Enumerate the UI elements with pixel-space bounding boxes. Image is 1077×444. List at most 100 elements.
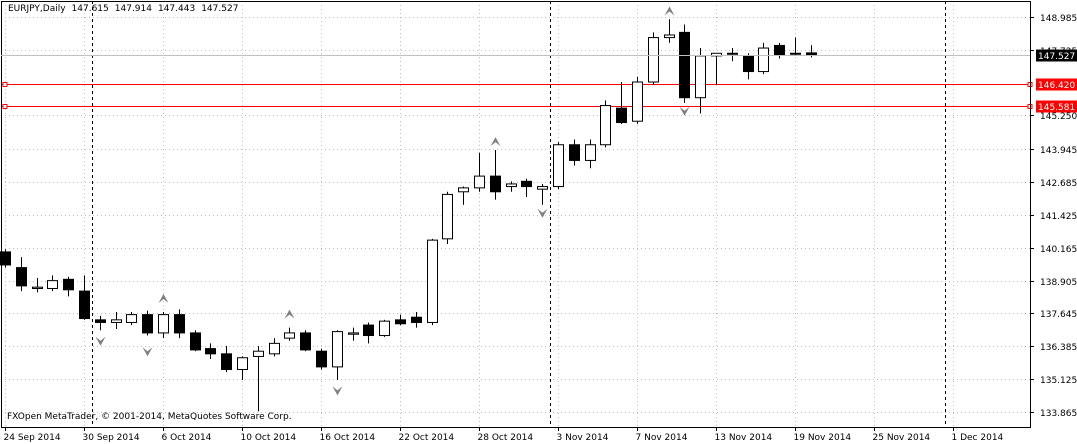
- candle-bear: [774, 44, 785, 56]
- fractal-markers: [95, 6, 690, 396]
- candle-bull: [758, 47, 769, 73]
- candle-bear: [95, 319, 106, 323]
- candle-bear: [569, 144, 580, 161]
- time-axis: 24 Sep 2014 30 Sep 2014 6 Oct 2014 10 Oct 2…: [4, 427, 1004, 443]
- candle-bear: [679, 31, 690, 99]
- candle-bull: [600, 105, 611, 146]
- fractal-up-icon: [158, 293, 169, 303]
- last-price-label: 147.527: [1038, 52, 1075, 62]
- candle-bear: [316, 350, 327, 368]
- candle-bull: [553, 144, 564, 188]
- candle-bull: [332, 331, 343, 368]
- x-tick-label: 24 Sep 2014: [4, 433, 61, 443]
- fractal-down-icon: [537, 208, 548, 218]
- candle-bull: [648, 37, 659, 83]
- y-tick-label: 142.685: [1040, 179, 1077, 189]
- x-tick-label: 1 Dec 2014: [952, 433, 1004, 443]
- copyright-text: FXOpen MetaTrader, © 2001-2014, MetaQuot…: [7, 412, 292, 422]
- period-separators: [92, 1, 946, 427]
- candle-bear: [79, 290, 90, 320]
- candle-bull: [284, 332, 295, 339]
- candle-bull: [32, 286, 43, 289]
- x-tick-label: 3 Nov 2014: [557, 433, 609, 443]
- line-price-label-bg: [1036, 100, 1077, 113]
- y-tick-label: 135.125: [1040, 376, 1077, 386]
- chart-frame: [1, 1, 1031, 428]
- fractal-down-icon: [142, 347, 153, 357]
- y-tick-label: 137.645: [1040, 310, 1077, 320]
- fractal-down-icon: [679, 106, 690, 116]
- close-value: 147.527: [201, 4, 239, 14]
- y-tick-label: 143.945: [1040, 146, 1077, 156]
- candle-bear: [190, 332, 201, 351]
- candle-bull: [664, 34, 675, 39]
- candle-bull: [585, 144, 596, 161]
- y-tick-label: 140.165: [1040, 245, 1077, 255]
- line-price-label: 146.420: [1038, 81, 1075, 91]
- x-tick-label: 6 Oct 2014: [162, 433, 212, 443]
- y-tick-label: 141.425: [1040, 212, 1077, 222]
- open-value: 147.615: [71, 4, 109, 14]
- candle-bull: [695, 55, 706, 99]
- fractal-down-icon: [332, 386, 343, 396]
- symbol-label: EURJPY,Daily: [8, 4, 66, 14]
- y-tick-label: 145.250: [1040, 112, 1077, 122]
- line-price-label-bg: [1036, 78, 1077, 91]
- x-tick-label: 10 Oct 2014: [241, 433, 297, 443]
- candle-bear: [221, 353, 232, 371]
- x-tick-label: 19 Nov 2014: [794, 433, 852, 443]
- horizontal-lines[interactable]: 146.420 145.581: [1, 78, 1077, 114]
- y-tick-label: 136.385: [1040, 343, 1077, 353]
- candle-bull: [537, 186, 548, 190]
- candle-bear: [411, 316, 422, 323]
- last-price-label-bg: [1036, 49, 1077, 62]
- x-tick-label: 16 Oct 2014: [320, 433, 376, 443]
- candle-bear: [63, 278, 74, 291]
- candle-bear: [395, 319, 406, 325]
- line-price-label: 145.581: [1038, 103, 1075, 113]
- x-tick-label: 7 Nov 2014: [636, 433, 688, 443]
- y-tick-label: 148.985: [1040, 14, 1077, 24]
- candle-bull: [269, 342, 280, 355]
- candle-bull: [348, 332, 359, 335]
- candle-bear: [521, 180, 532, 188]
- x-tick-label: 22 Oct 2014: [399, 433, 455, 443]
- x-tick-label: 13 Nov 2014: [715, 433, 773, 443]
- x-tick-label: 28 Oct 2014: [478, 433, 534, 443]
- high-value: 147.914: [114, 4, 152, 14]
- candle-bear: [300, 332, 311, 351]
- fractal-up-icon: [490, 137, 501, 147]
- x-tick-label: 25 Nov 2014: [873, 433, 931, 443]
- line-handle-left: [2, 82, 8, 87]
- candle-bull: [47, 280, 58, 289]
- y-tick-label: 138.905: [1040, 278, 1077, 288]
- price-axis: 148.985147.725145.250143.945142.685141.4…: [1, 14, 1077, 419]
- candle-bull: [126, 314, 137, 323]
- candle-bear: [205, 348, 216, 355]
- fractal-up-icon: [664, 6, 675, 16]
- candle-bear: [743, 55, 754, 73]
- candle-bull: [506, 183, 517, 188]
- candle-bull: [111, 319, 122, 323]
- candle-bull: [474, 175, 485, 189]
- candle-bull: [253, 350, 264, 357]
- y-tick-label: 133.865: [1040, 409, 1077, 419]
- candle-bull: [727, 52, 738, 55]
- candle-bear: [490, 175, 501, 193]
- plot-border: [1, 1, 1031, 428]
- candle-bull: [379, 320, 390, 337]
- candle-bull: [442, 193, 453, 240]
- candle-bear: [16, 267, 27, 287]
- candle-bear: [142, 314, 153, 334]
- candle-bear: [174, 314, 185, 334]
- candle-bear: [0, 251, 11, 266]
- candle-bear: [616, 107, 627, 124]
- fractal-down-icon: [95, 336, 106, 346]
- candle-bear: [806, 52, 817, 56]
- candle-bull: [427, 239, 438, 323]
- candle-bear: [790, 52, 801, 55]
- candle-bull: [237, 357, 248, 371]
- fractal-up-icon: [284, 309, 295, 319]
